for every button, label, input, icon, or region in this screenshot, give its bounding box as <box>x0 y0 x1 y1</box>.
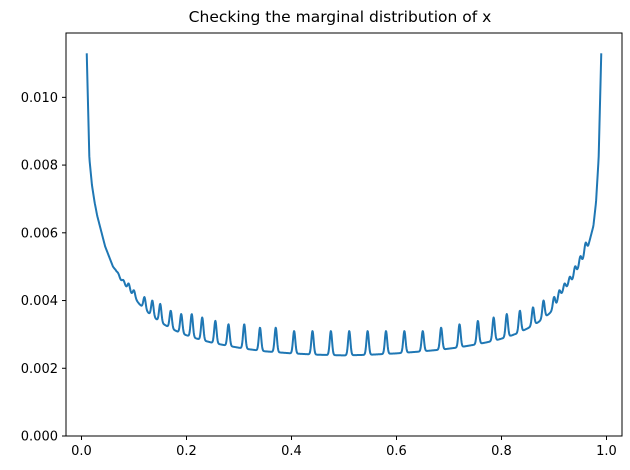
y-tick-label: 0.006 <box>21 226 58 241</box>
y-tick-label: 0.004 <box>21 294 58 309</box>
x-tick-label: 0.6 <box>386 444 407 459</box>
y-tick-label: 0.002 <box>21 362 58 377</box>
axes-frame <box>65 32 623 437</box>
y-tick-label: 0.000 <box>21 430 58 445</box>
y-tick-label: 0.010 <box>21 91 58 106</box>
axes: 0.0 0.2 0.4 0.6 0.8 1.0 0.000 0.002 0.004 0.006 0.… <box>21 32 623 459</box>
chart-title: Checking the marginal distribution of x <box>189 8 492 26</box>
x-tick-label: 1.0 <box>596 444 617 459</box>
plot-area <box>85 53 603 357</box>
x-tick-label: 0.0 <box>71 444 92 459</box>
y-tick-label: 0.008 <box>21 159 58 174</box>
x-tick-label: 0.8 <box>491 444 512 459</box>
x-tick-label: 0.4 <box>281 444 302 459</box>
series-line <box>85 53 603 357</box>
x-tick-label: 0.2 <box>176 444 197 459</box>
